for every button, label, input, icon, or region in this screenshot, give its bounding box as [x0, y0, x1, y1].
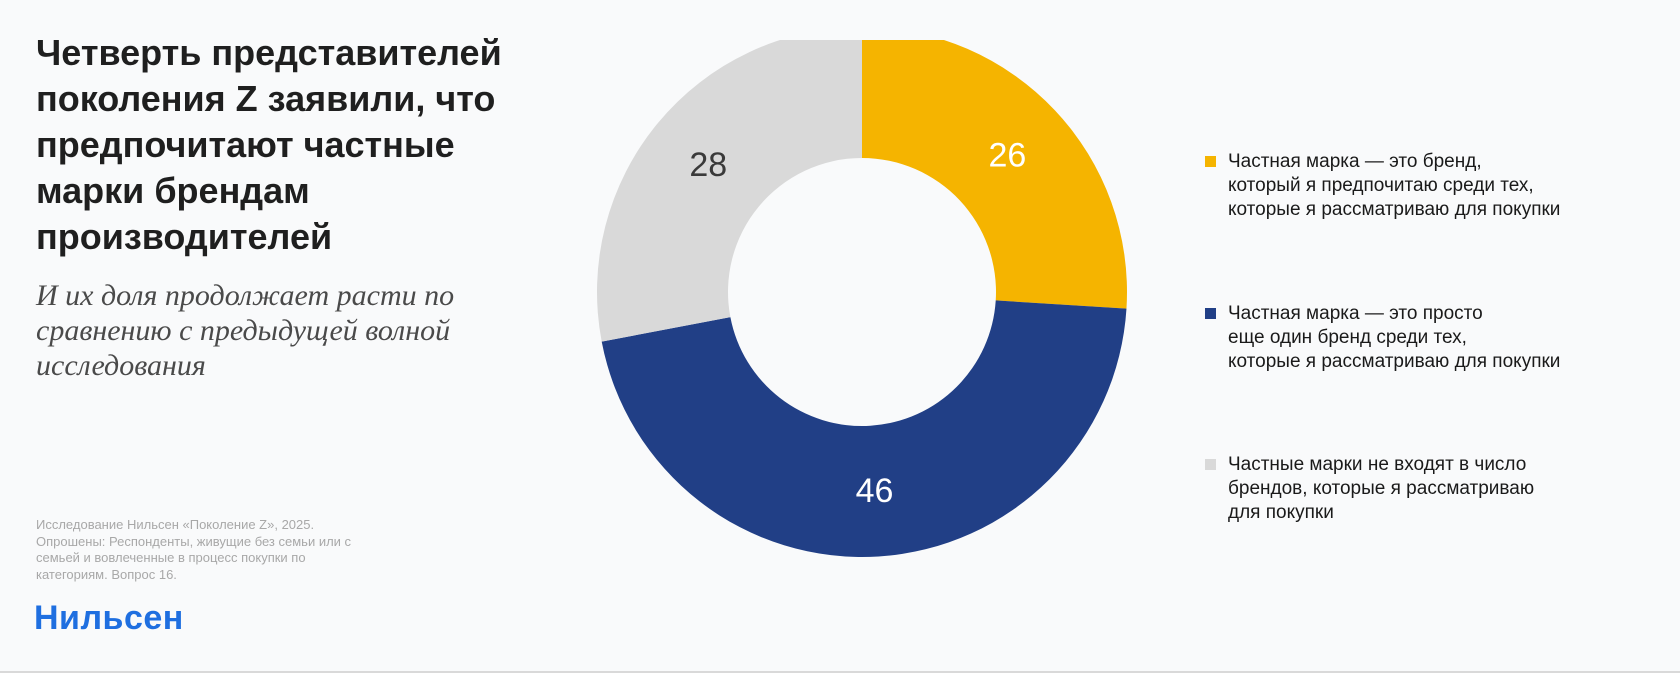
legend-item-preferred: Частная марка — это бренд, который я пре… — [1205, 150, 1665, 222]
donut-slice-just-another — [601, 300, 1127, 558]
legend-marker-not-considered — [1205, 459, 1216, 470]
nielsen-logo: Нильсен — [34, 599, 184, 637]
legend-marker-just-another — [1205, 308, 1216, 319]
legend-marker-preferred — [1205, 156, 1216, 167]
slide-subtitle: И их доля продолжает расти по сравнению … — [36, 279, 455, 382]
legend-label-preferred: Частная марка — это бренд, который я пре… — [1228, 151, 1561, 220]
source-note: Исследование Нильсен «Поколение Z», 2025… — [36, 517, 352, 582]
bottom-divider — [0, 671, 1680, 673]
legend-label-just-another: Частная марка — это просто еще один брен… — [1228, 303, 1561, 372]
donut-slice-not-considered — [597, 40, 862, 342]
slide-title: Четверть представителей поколения Z заяв… — [36, 32, 502, 257]
data-label-not-considered: 28 — [689, 146, 727, 184]
legend-item-just-another: Частная марка — это просто еще один брен… — [1205, 302, 1665, 374]
legend-item-not-considered: Частные марки не входят в число брендов,… — [1205, 453, 1665, 525]
data-label-preferred: 26 — [989, 136, 1027, 174]
donut-chart: 26 46 28 — [597, 40, 1127, 558]
donut-slice-preferred — [862, 40, 1127, 309]
legend-label-not-considered: Частные марки не входят в число брендов,… — [1228, 454, 1535, 523]
data-label-just-another: 46 — [856, 472, 894, 510]
